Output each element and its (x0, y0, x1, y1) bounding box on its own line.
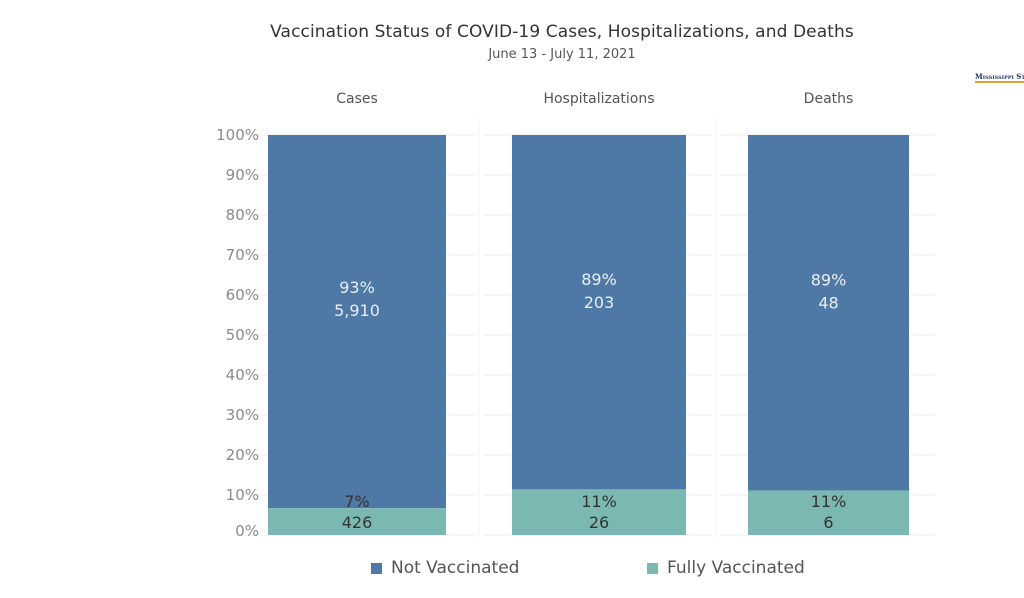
chart-title: Vaccination Status of COVID-19 Cases, Ho… (270, 22, 854, 42)
legend-label-fully-vaccinated: Fully Vaccinated (667, 558, 805, 578)
legend-swatch-not-vaccinated (371, 562, 382, 574)
data-label-count: 48 (818, 293, 838, 312)
chart-legend: Not Vaccinated Fully Vaccinated (0, 558, 1024, 580)
legend-swatch-fully-vaccinated (647, 562, 658, 574)
data-label-percent: 11% (811, 492, 847, 511)
logo-underline (975, 81, 1024, 83)
logo-text: Mississippi St (975, 72, 1024, 81)
y-tick-label: 0% (235, 522, 259, 540)
y-tick-label: 70% (226, 246, 259, 264)
y-tick-label: 60% (226, 286, 259, 304)
legend-label-not-vaccinated: Not Vaccinated (391, 558, 520, 578)
y-tick-label: 30% (226, 406, 259, 424)
y-tick-label: 80% (226, 206, 259, 224)
y-tick-label: 40% (226, 366, 259, 384)
data-label-count: 6 (823, 513, 833, 532)
bar-not-vaccinated (268, 135, 446, 509)
chart-subtitle: June 13 - July 11, 2021 (488, 47, 636, 62)
category-header: Hospitalizations (543, 91, 654, 107)
bar-fully-vaccinated (512, 489, 686, 535)
bar-not-vaccinated (512, 135, 686, 490)
y-tick-label: 100% (216, 126, 259, 144)
data-label-count: 203 (584, 293, 615, 312)
data-label-percent: 11% (581, 492, 617, 511)
data-label-percent: 7% (344, 492, 369, 511)
legend-item-not-vaccinated: Not Vaccinated (371, 558, 519, 578)
bar-fully-vaccinated (748, 490, 909, 535)
y-tick-label: 50% (226, 326, 259, 344)
data-label-count: 5,910 (334, 301, 380, 320)
legend-item-fully-vaccinated: Fully Vaccinated (647, 558, 805, 578)
y-tick-label: 20% (226, 446, 259, 464)
bar-not-vaccinated (748, 135, 909, 491)
category-header: Deaths (804, 91, 854, 107)
data-label-count: 426 (342, 513, 373, 532)
bar-fully-vaccinated (268, 508, 446, 535)
data-label-percent: 89% (581, 270, 617, 289)
data-label-count: 26 (589, 513, 609, 532)
data-label-percent: 93% (339, 278, 375, 297)
y-tick-label: 90% (226, 166, 259, 184)
state-logo: Mississippi St (975, 72, 1024, 84)
category-header: Cases (336, 91, 378, 107)
y-tick-label: 10% (226, 486, 259, 504)
data-label-percent: 89% (811, 270, 847, 289)
